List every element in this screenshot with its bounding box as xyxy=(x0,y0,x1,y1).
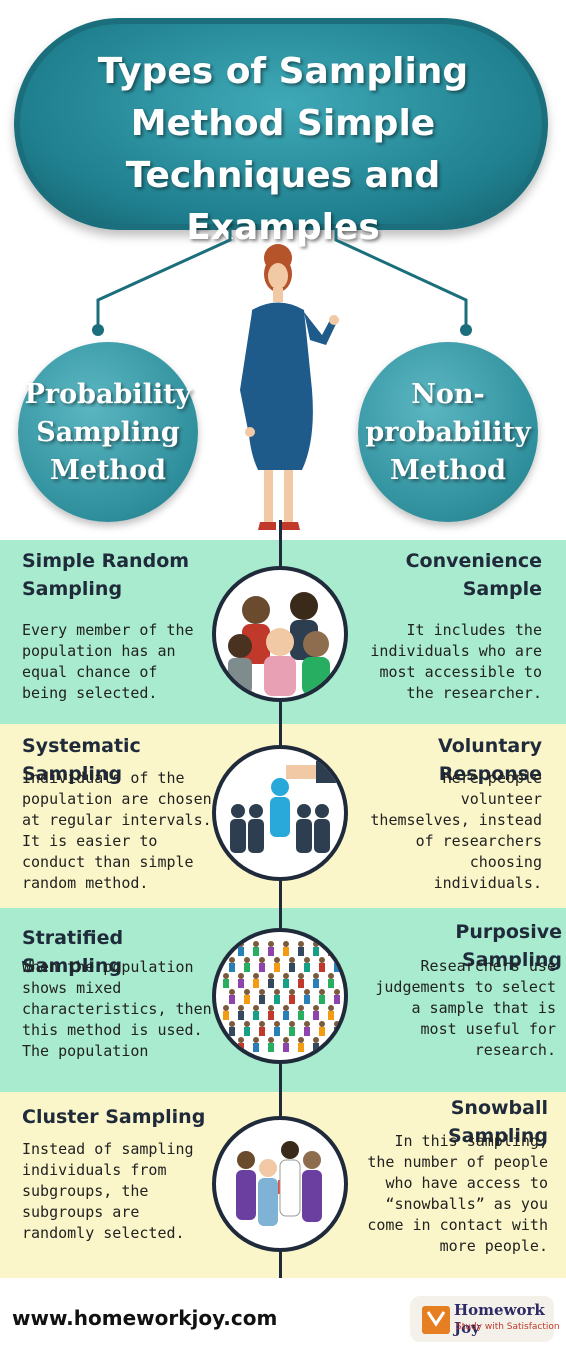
selection-image xyxy=(212,745,348,881)
row4-left-heading: Cluster Sampling xyxy=(22,1106,206,1128)
diverse-people-image xyxy=(212,566,348,702)
row2-right-heading: Voluntary Response xyxy=(438,735,542,785)
row4-right-text: In this sampling, the number of people w… xyxy=(367,1132,548,1255)
connector-lines xyxy=(92,228,472,336)
row2-right-text: Here people volunteer themselves, instea… xyxy=(370,769,542,892)
page-title: Types of Sampling Method Simple Techniqu… xyxy=(97,51,469,248)
center-timeline xyxy=(279,520,282,1280)
row4-left-text: Instead of sampling individuals from sub… xyxy=(22,1140,194,1242)
title-banner xyxy=(14,18,548,230)
row1-right-text: It includes the individuals who are most… xyxy=(370,621,542,702)
row4-right-heading: Snowball Sampling xyxy=(447,1097,548,1147)
row3-left-text: When the population shows mixed characte… xyxy=(22,958,212,1065)
row1-left-text: Every member of the population has an eq… xyxy=(22,621,194,702)
row1-left-heading: Simple Random Sampling xyxy=(22,550,190,600)
brand-logo xyxy=(410,1296,554,1342)
non-probability-label: Non-probability Method xyxy=(365,379,531,486)
logo-tagline: Study with Satisfaction xyxy=(456,1322,560,1332)
row3-right-heading: Purposive Sampling xyxy=(455,921,562,971)
row2-left-text: Individuals of the population are chosen… xyxy=(22,769,212,892)
row3-left-heading: Stratified Sampling xyxy=(22,927,124,977)
medical-team-image xyxy=(212,1116,348,1252)
probability-circle xyxy=(18,342,198,522)
crowd-image xyxy=(212,928,348,1064)
logo-name: Homework Joy xyxy=(454,1301,545,1337)
website-link[interactable]: www.homeworkjoy.com xyxy=(12,1306,278,1330)
row3-right-text: Researchers use judgements to select a s… xyxy=(375,957,556,1059)
non-probability-circle xyxy=(358,342,538,522)
row1-right-heading: Convenience Sample xyxy=(405,550,542,600)
row2-left-heading: Systematic Sampling xyxy=(22,735,141,785)
presenter-illustration xyxy=(240,244,339,530)
probability-label: Probability Sampling Method xyxy=(24,379,192,486)
